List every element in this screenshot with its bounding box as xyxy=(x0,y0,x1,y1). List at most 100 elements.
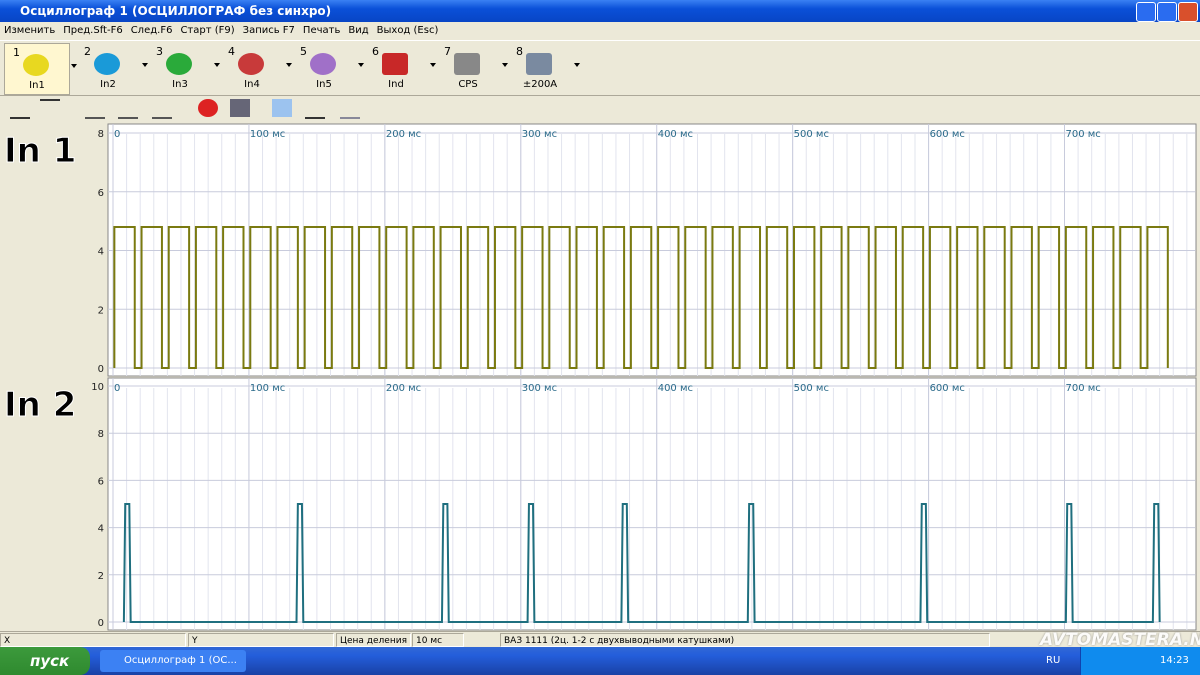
channel-icon xyxy=(454,53,480,75)
channel-number: 3 xyxy=(156,45,163,58)
dropdown-arrow[interactable] xyxy=(71,64,77,68)
channel-button[interactable]: 5 In5 xyxy=(292,43,364,93)
channel-label: Ind xyxy=(388,79,404,90)
channel-number: 1 xyxy=(13,46,20,59)
channel-button[interactable]: 6 Ind xyxy=(364,43,436,93)
menu-item[interactable]: Выход (Esc) xyxy=(376,25,439,36)
channel-number: 2 xyxy=(84,45,91,58)
channel-button[interactable]: 4 In4 xyxy=(220,43,292,93)
channel-icon xyxy=(382,53,408,75)
channel-icon xyxy=(238,53,264,75)
panel-title: In 2 xyxy=(4,385,76,425)
dropdown-arrow[interactable] xyxy=(502,63,508,67)
x-tick-label: 300 мс xyxy=(522,129,557,140)
y-tick-label: 4 xyxy=(98,247,104,258)
dropdown-arrow[interactable] xyxy=(286,63,292,67)
menu-item[interactable]: Пред.Sft-F6 xyxy=(63,25,123,36)
line-mode-button[interactable] xyxy=(272,99,292,117)
x-tick-label: 400 мс xyxy=(658,383,693,394)
task-button[interactable]: Осциллограф 1 (ОС... xyxy=(100,650,246,672)
pen-tool[interactable] xyxy=(340,99,360,119)
channel-toolbar: 1 In1 2 In2 3 In3 4 In4 5 In5 6 Ind 7 CPS 8 ±200A xyxy=(0,40,1200,96)
channel-icon xyxy=(166,53,192,75)
channel-button[interactable]: 1 In1 xyxy=(4,43,77,95)
x-tick-label: 200 мс xyxy=(386,383,421,394)
watermark: AVTOMASTERA.NET xyxy=(1040,630,1200,650)
dropdown-arrow[interactable] xyxy=(214,63,220,67)
language-indicator[interactable]: RU xyxy=(1046,655,1061,666)
channel-button[interactable]: 7 CPS xyxy=(436,43,508,93)
channel-number: 4 xyxy=(228,45,235,58)
x-tick-label: 300 мс xyxy=(522,383,557,394)
menu-item[interactable]: Вид xyxy=(348,25,369,36)
x-tick-label: 500 мс xyxy=(794,129,829,140)
channel-icon xyxy=(526,53,552,75)
signal-trace xyxy=(122,503,1161,623)
minimize-button[interactable] xyxy=(1136,2,1156,22)
y-tick-label: 2 xyxy=(98,571,104,582)
dropdown-arrow[interactable] xyxy=(574,63,580,67)
dropdown-arrow[interactable] xyxy=(430,63,436,67)
zoom-tool[interactable] xyxy=(152,99,172,119)
channel-number: 7 xyxy=(444,45,451,58)
channel-icon xyxy=(310,53,336,75)
x-tick-label: 100 мс xyxy=(250,383,285,394)
channel-label: In3 xyxy=(172,79,188,90)
panel-title: In 1 xyxy=(4,131,76,171)
y-tick-label: 10 xyxy=(91,382,104,393)
channel-number: 5 xyxy=(300,45,307,58)
signal-trace xyxy=(113,226,1169,369)
x-tick-label: 700 мс xyxy=(1066,129,1101,140)
channel-label: In4 xyxy=(244,79,260,90)
label-area xyxy=(0,124,108,376)
taskbar: пуск Осциллограф 1 (ОС... RU 14:23 xyxy=(0,647,1200,675)
menu-item[interactable]: Запись F7 xyxy=(242,25,295,36)
zoom-tool[interactable] xyxy=(85,99,105,119)
y-readout: Y xyxy=(188,633,334,647)
y-tick-label: 0 xyxy=(98,618,104,629)
system-tray xyxy=(1080,647,1200,675)
menu-item[interactable]: Старт (F9) xyxy=(180,25,235,36)
status-bar: X Y Цена деления 10 мс ВАЗ 1111 (2ц. 1-2… xyxy=(0,631,1200,648)
scale-label: Цена деления xyxy=(336,633,411,647)
menu-bar: Изменить Пред.Sft-F6 След.F6 Старт (F9) Запи… xyxy=(0,22,1200,40)
dropdown-arrow[interactable] xyxy=(142,63,148,67)
scale-value: 10 мс xyxy=(412,633,464,647)
x-tick-label: 0 xyxy=(114,129,120,140)
stop-button[interactable] xyxy=(198,99,218,117)
channel-number: 6 xyxy=(372,45,379,58)
dropdown-arrow[interactable] xyxy=(358,63,364,67)
x-tick-label: 700 мс xyxy=(1066,383,1101,394)
save-button[interactable] xyxy=(230,99,250,117)
x-tick-label: 500 мс xyxy=(794,383,829,394)
channel-label: In5 xyxy=(316,79,332,90)
clock: 14:23 xyxy=(1160,655,1189,666)
channel-number: 8 xyxy=(516,45,523,58)
vehicle-info: ВАЗ 1111 (2ц. 1-2 с двухвыводными катушк… xyxy=(500,633,990,647)
channel-button[interactable]: 8 ±200A xyxy=(508,43,580,93)
zoom-tool[interactable] xyxy=(118,99,138,119)
maximize-button[interactable] xyxy=(1157,2,1177,22)
y-tick-label: 8 xyxy=(98,429,104,440)
menu-item[interactable]: След.F6 xyxy=(130,25,173,36)
channel-button[interactable]: 2 In2 xyxy=(76,43,148,93)
y-tick-label: 4 xyxy=(98,524,104,535)
fall-edge-tool[interactable] xyxy=(40,99,60,119)
plot-area xyxy=(107,377,1197,631)
menu-item[interactable]: Изменить xyxy=(4,25,56,36)
channel-label: In2 xyxy=(100,79,116,90)
window-title: Осциллограф 1 (ОСЦИЛЛОГРАФ без синхро) xyxy=(20,4,332,18)
x-readout: X xyxy=(0,633,186,647)
menu-item[interactable]: Печать xyxy=(302,25,341,36)
rise-edge-tool[interactable] xyxy=(10,99,30,119)
channel-button[interactable]: 3 In3 xyxy=(148,43,220,93)
tool-toolbar xyxy=(0,95,1200,122)
x-tick-label: 200 мс xyxy=(386,129,421,140)
step-mode-button[interactable] xyxy=(305,99,325,119)
x-tick-label: 0 xyxy=(114,383,120,394)
start-button[interactable]: пуск xyxy=(0,647,90,675)
close-button[interactable] xyxy=(1178,2,1198,22)
channel-label: In1 xyxy=(29,80,45,91)
